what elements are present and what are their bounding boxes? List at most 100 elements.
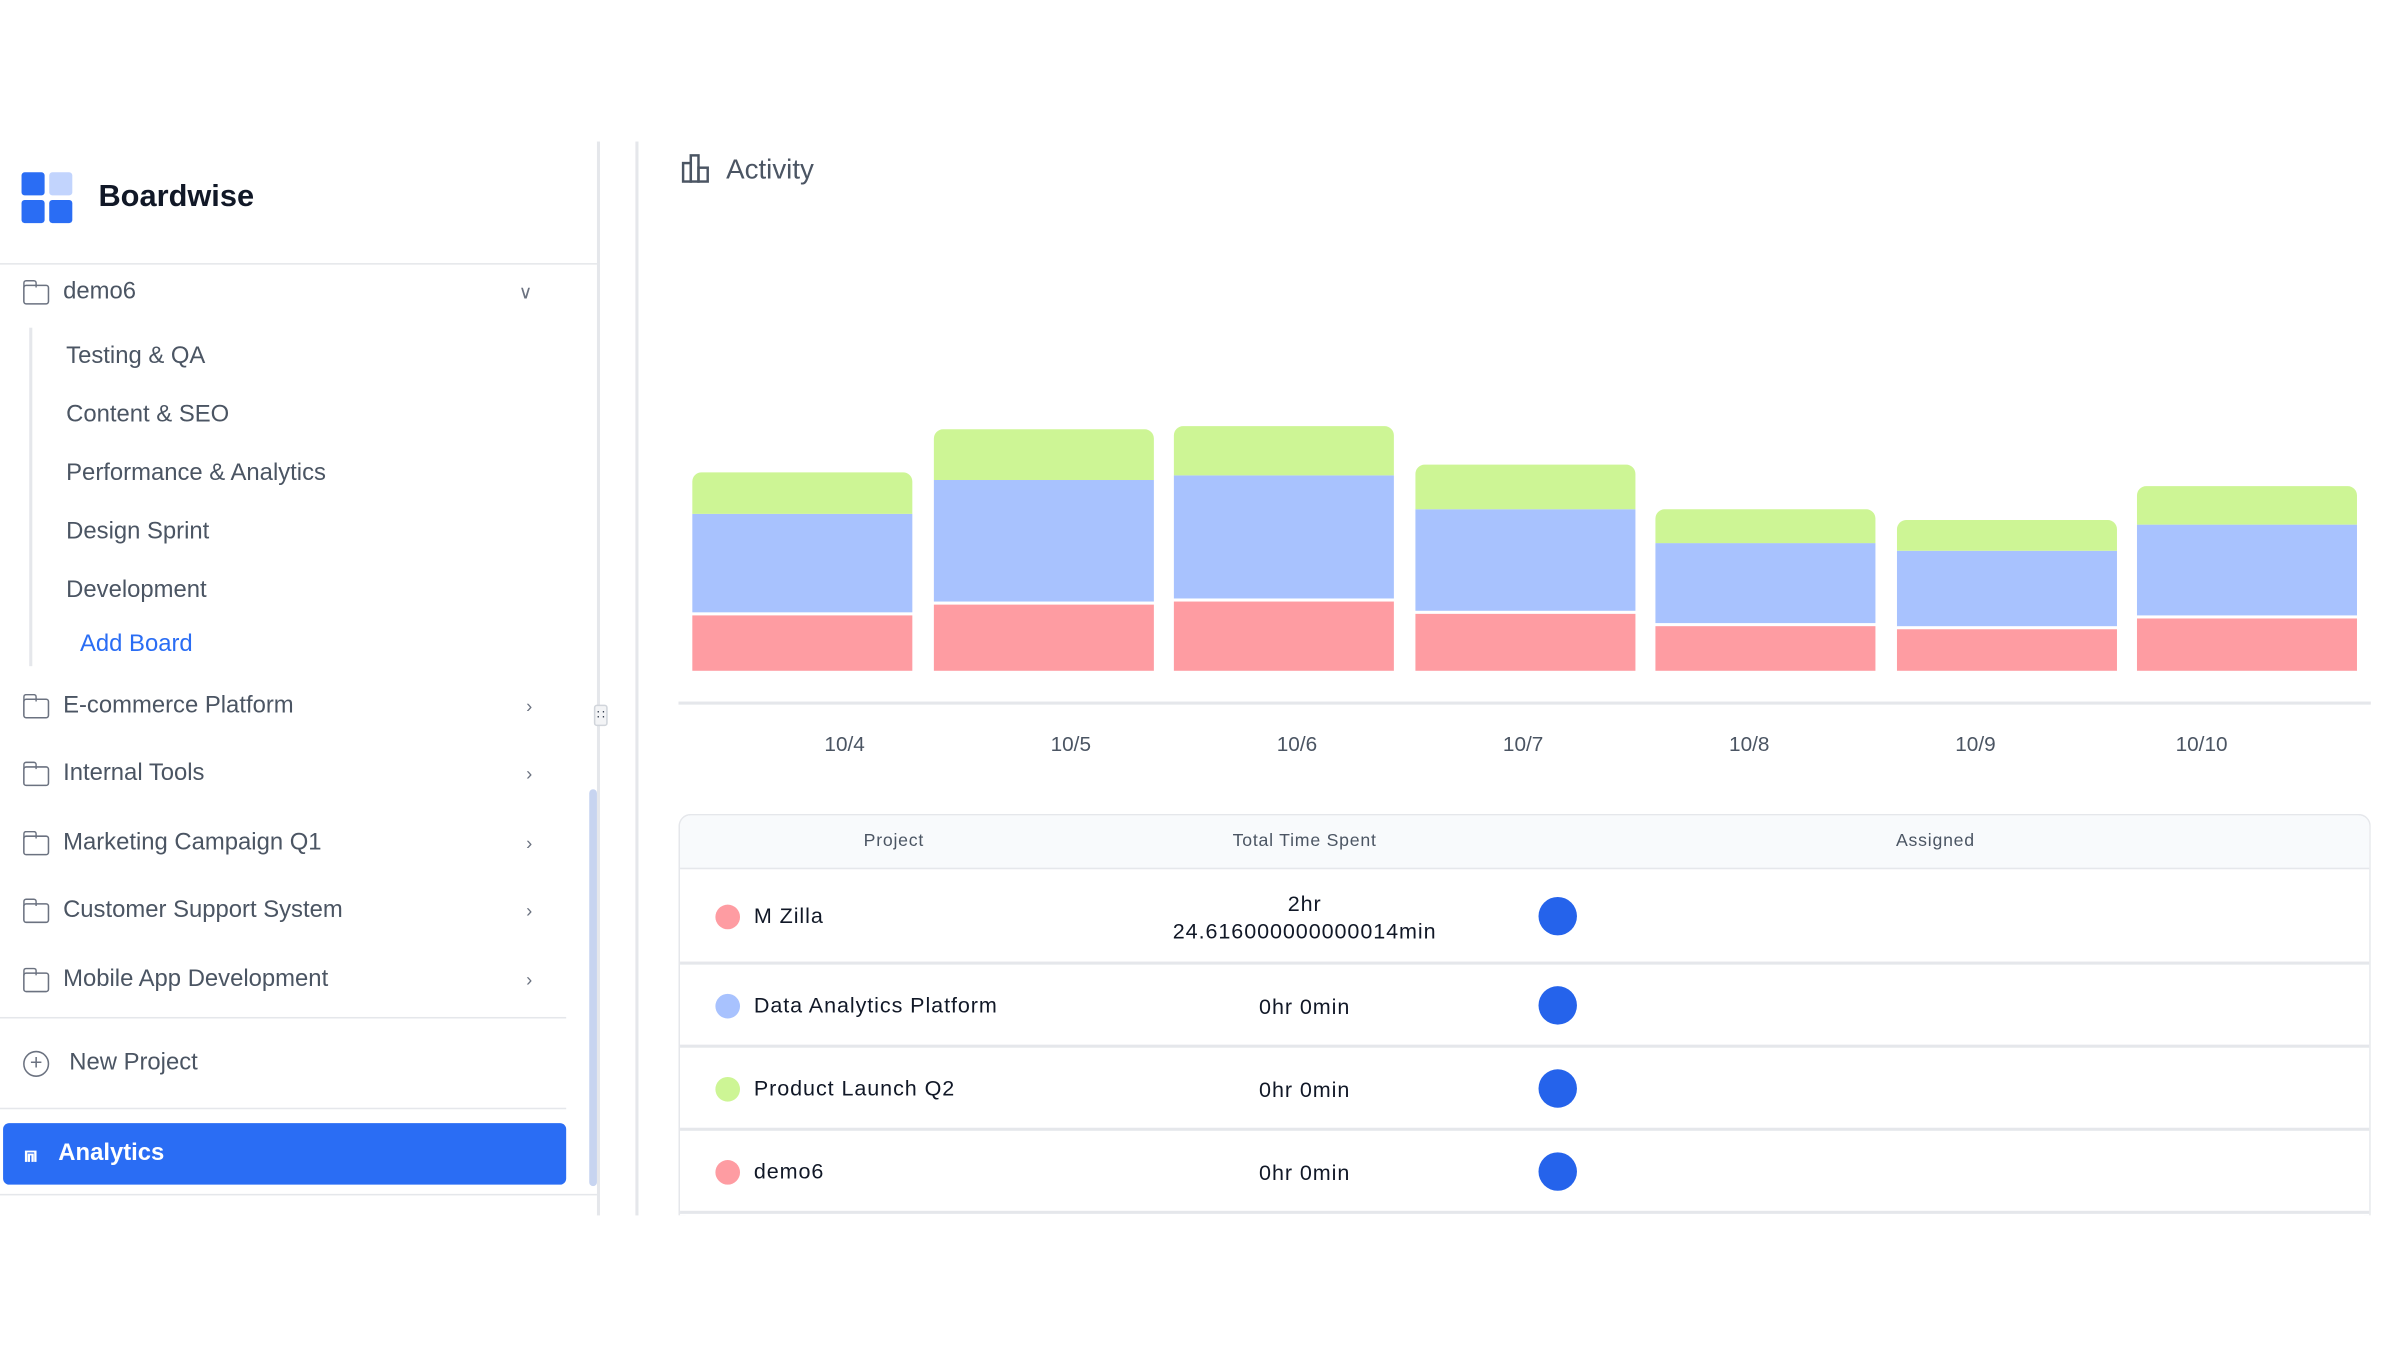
project-label: E-commerce Platform — [63, 692, 294, 719]
plus-circle-icon: + — [23, 1050, 50, 1077]
divider — [0, 1107, 567, 1110]
assignee-avatar[interactable] — [1538, 896, 1577, 936]
project-label: Customer Support System — [63, 896, 343, 924]
activity-chart: 10/4 10/5 10/6 10/7 10/8 10/9 10/10 — [692, 426, 2357, 756]
x-tick-label: 10/7 — [1502, 732, 1544, 756]
assignee-avatar[interactable] — [1538, 986, 1577, 1025]
project-name: Data Analytics Platform — [753, 992, 998, 1017]
time-hours: 2hr — [1287, 890, 1322, 916]
new-project-button[interactable]: + New Project — [0, 1035, 566, 1090]
project-color-dot — [715, 1076, 741, 1102]
analytics-icon: ⩎ — [24, 1140, 37, 1166]
board-item[interactable]: Content & SEO — [66, 401, 230, 428]
bar-segment[interactable] — [1173, 426, 1394, 476]
board-item[interactable]: Design Sprint — [66, 518, 210, 545]
bar-segment[interactable] — [1173, 475, 1394, 599]
folder-icon — [22, 898, 51, 924]
column-header: Assigned — [1895, 832, 1975, 851]
x-tick-label: 10/4 — [824, 732, 865, 756]
project-item[interactable]: Marketing Campaign Q1 › — [0, 815, 566, 870]
bar-segment[interactable] — [2136, 618, 2357, 671]
project-item[interactable]: Mobile App Development › — [0, 952, 566, 1007]
project-item[interactable]: Internal Tools › — [0, 746, 566, 801]
page-title: Activity — [726, 153, 814, 185]
project-name: M Zilla — [753, 903, 824, 928]
bar-segment[interactable] — [1414, 613, 1635, 671]
sidebar: Boardwise demo6 ∨ Testing & QA Content &… — [0, 141, 608, 1216]
bar-segment[interactable] — [692, 513, 913, 613]
folder-icon — [22, 830, 51, 856]
bar-segment[interactable] — [933, 429, 1154, 481]
bar-segment[interactable] — [692, 472, 913, 514]
boardwise-logo-icon — [21, 172, 73, 224]
table-row[interactable]: demo6 0hr 0min — [680, 1131, 2370, 1214]
board-item[interactable]: Development — [66, 576, 207, 604]
chevron-right-icon[interactable]: › — [526, 969, 533, 991]
project-color-dot — [715, 1160, 741, 1185]
board-item[interactable]: Testing & QA — [66, 343, 206, 370]
chevron-right-icon[interactable]: › — [526, 763, 533, 785]
x-tick-label: 10/6 — [1276, 732, 1318, 756]
bar-segment[interactable] — [2136, 486, 2357, 525]
folder-icon — [22, 693, 51, 719]
chevron-right-icon[interactable]: › — [526, 900, 533, 922]
table-row[interactable]: Product Launch Q2 0hr 0min — [680, 1048, 2370, 1131]
project-name: demo6 — [753, 1158, 825, 1184]
new-project-label: New Project — [69, 1049, 198, 1076]
assignee-avatar[interactable] — [1538, 1152, 1577, 1191]
x-tick-label: 10/8 — [1729, 732, 1770, 756]
bar-segment[interactable] — [1655, 626, 1876, 671]
project-label: demo6 — [63, 278, 137, 305]
divider — [0, 1016, 567, 1019]
time-spent: 0hr 0min — [1259, 992, 1350, 1020]
bar-segment[interactable] — [692, 615, 913, 671]
add-board-link[interactable]: Add Board — [80, 630, 193, 657]
time-spent: 0hr 0min — [1259, 1075, 1350, 1103]
project-label: Mobile App Development — [63, 966, 329, 993]
bar-segment[interactable] — [1896, 629, 2117, 671]
project-name: Product Launch Q2 — [753, 1075, 956, 1101]
time-hours: 0hr 0min — [1259, 1160, 1351, 1185]
folder-icon — [22, 967, 51, 993]
bar-chart-icon — [681, 154, 709, 183]
x-tick-label: 10/10 — [2175, 732, 2228, 756]
bar-segment[interactable] — [1414, 509, 1635, 611]
time-hours: 0hr 0min — [1259, 1076, 1351, 1102]
analytics-label: Analytics — [58, 1140, 165, 1167]
x-axis-line — [678, 701, 2371, 704]
assignee-avatar[interactable] — [1538, 1069, 1577, 1108]
project-color-dot — [715, 993, 741, 1019]
x-tick-label: 10/9 — [1955, 732, 1996, 756]
bar-segment[interactable] — [1655, 509, 1876, 544]
column-header: Total Time Spent — [1232, 832, 1377, 851]
bar-segment[interactable] — [933, 480, 1154, 602]
divider — [0, 1193, 597, 1196]
chevron-down-icon[interactable]: ∨ — [518, 281, 533, 304]
bar-segment[interactable] — [1655, 543, 1876, 624]
analytics-nav-button[interactable]: ⩎ Analytics — [3, 1123, 567, 1185]
project-item[interactable]: E-commerce Platform › — [0, 678, 566, 733]
board-item[interactable]: Performance & Analytics — [66, 460, 326, 487]
project-color-dot — [715, 904, 741, 930]
sidebar-scrollbar[interactable] — [589, 789, 597, 1187]
app-name: Boardwise — [98, 180, 255, 214]
chevron-right-icon[interactable]: › — [526, 695, 533, 717]
table-row[interactable]: Data Analytics Platform 0hr 0min — [680, 965, 2370, 1048]
project-item[interactable]: Customer Support System › — [0, 883, 566, 938]
bar-segment[interactable] — [1173, 601, 1394, 671]
chevron-right-icon[interactable]: › — [526, 832, 533, 854]
time-spent: 2hr 24.616000000000014min — [1173, 889, 1437, 944]
folder-icon — [22, 761, 51, 787]
project-demo6[interactable]: demo6 ∨ — [0, 265, 566, 320]
time-hours: 0hr 0min — [1259, 993, 1351, 1019]
bar-segment[interactable] — [1896, 550, 2117, 627]
bar-segment[interactable] — [2136, 524, 2357, 616]
x-tick-label: 10/5 — [1050, 732, 1092, 756]
resize-handle-icon[interactable]: ∷ — [593, 704, 608, 727]
bar-segment[interactable] — [1896, 520, 2117, 551]
table-row[interactable]: M Zilla 2hr 24.616000000000014min — [680, 869, 2370, 965]
divider — [635, 141, 638, 1216]
time-minutes: 24.616000000000014min — [1172, 918, 1437, 944]
bar-segment[interactable] — [1414, 464, 1635, 510]
bar-segment[interactable] — [933, 604, 1154, 671]
